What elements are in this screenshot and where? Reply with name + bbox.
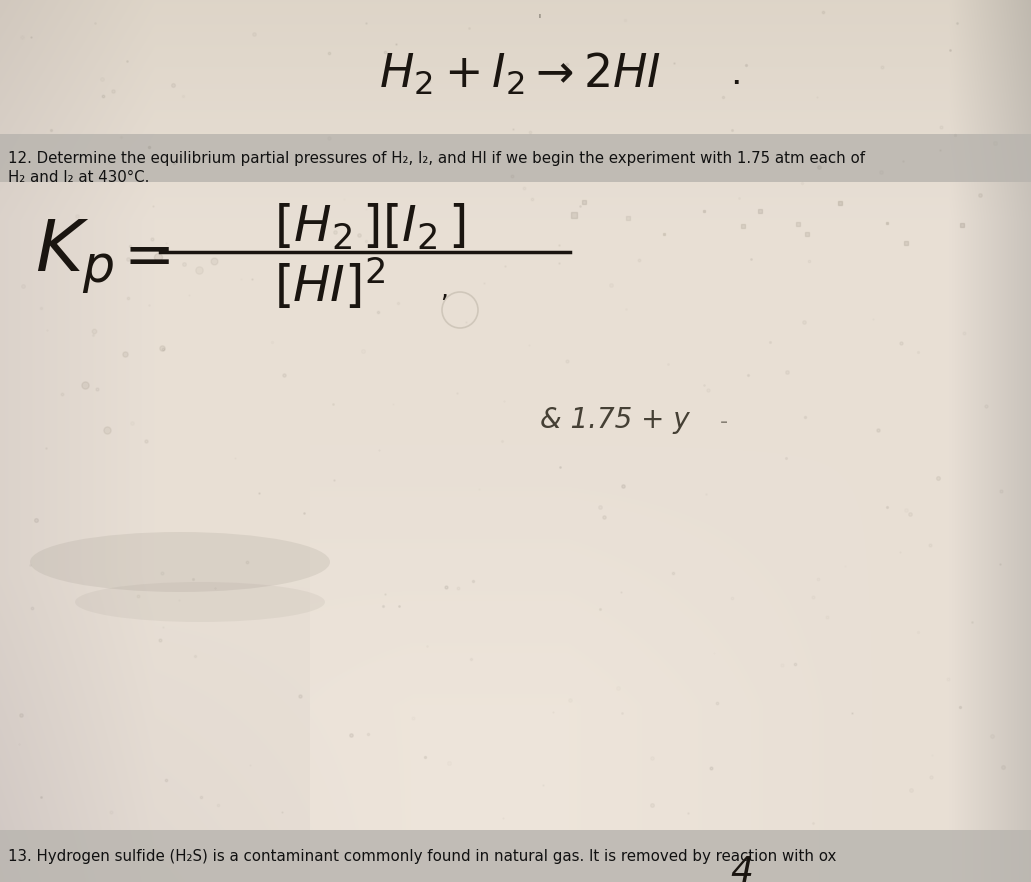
Text: $[H_2\,] [I_2\,]$: $[H_2\,] [I_2\,]$: [274, 202, 466, 252]
Bar: [0, 134, 1031, 182]
Text: ': ': [538, 13, 542, 27]
Text: $K_p$: $K_p$: [35, 217, 114, 296]
Text: $\mathit{H_2 + I_2 \rightarrow 2HI}$: $\mathit{H_2 + I_2 \rightarrow 2HI}$: [379, 51, 661, 97]
Ellipse shape: [30, 532, 330, 592]
Text: & 1.75 + y: & 1.75 + y: [540, 406, 690, 434]
Text: -: -: [720, 412, 728, 432]
Text: .: .: [730, 57, 741, 91]
Text: 4: 4: [730, 855, 753, 882]
Bar: [0, 830, 1031, 882]
Text: 12. Determine the equilibrium partial pressures of H₂, I₂, and HI if we begin th: 12. Determine the equilibrium partial pr…: [8, 151, 865, 166]
Text: $[HI]^2$: $[HI]^2$: [274, 256, 386, 312]
Ellipse shape: [75, 582, 325, 622]
Text: 13. Hydrogen sulfide (H₂S) is a contaminant commonly found in natural gas. It is: 13. Hydrogen sulfide (H₂S) is a contamin…: [8, 848, 836, 863]
Text: =: =: [123, 228, 174, 287]
Text: ,: ,: [440, 278, 448, 302]
Text: H₂ and I₂ at 430°C.: H₂ and I₂ at 430°C.: [8, 170, 149, 185]
